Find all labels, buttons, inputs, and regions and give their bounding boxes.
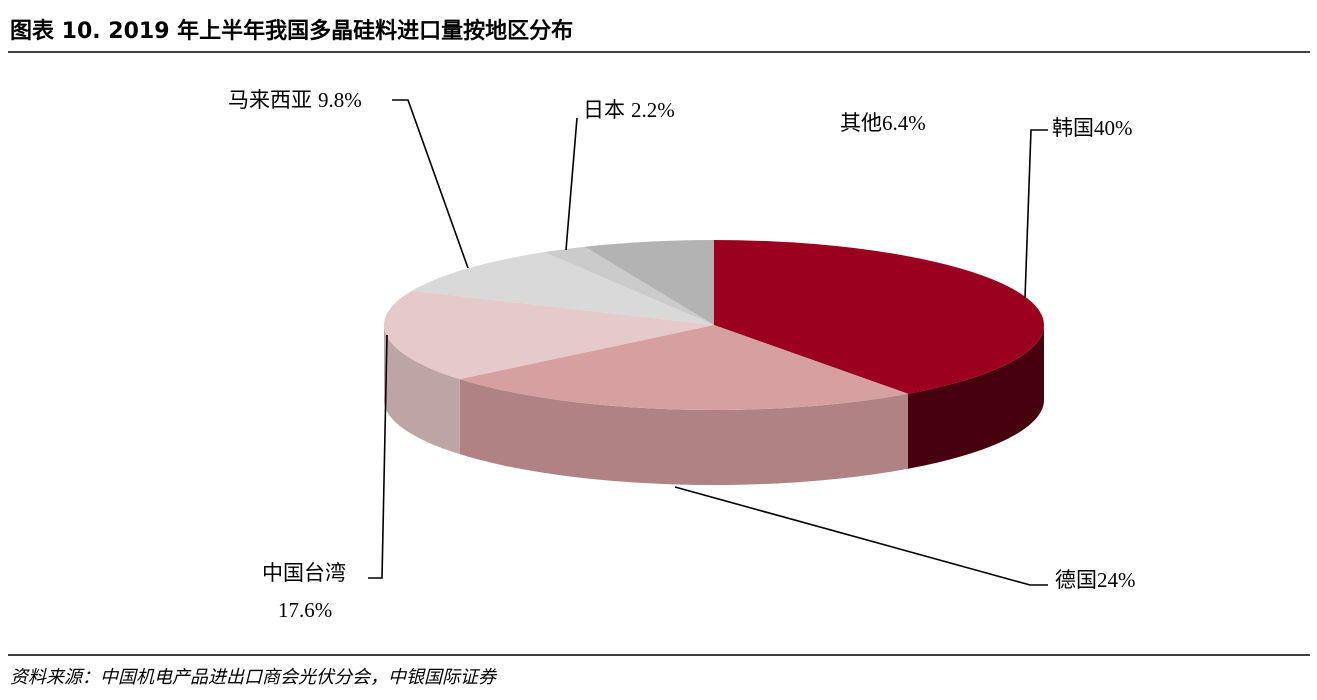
chart-title: 图表 10. 2019 年上半年我国多晶硅料进口量按地区分布 — [10, 18, 573, 44]
slice — [383, 290, 714, 380]
category-label: 中国台湾 — [262, 561, 346, 585]
category-label: 韩国 — [1052, 116, 1094, 140]
slice — [714, 240, 1044, 394]
slice-side — [384, 325, 460, 455]
leader-line — [565, 117, 578, 251]
slice — [459, 325, 908, 411]
category-label: 日本 — [583, 98, 625, 122]
data-label: 德国24% — [1055, 568, 1136, 592]
value-label: 2.2% — [631, 98, 675, 122]
slice — [411, 252, 714, 325]
slice-side — [907, 325, 1044, 469]
source-note: 资料来源：中国机电产品进出口商会光伏分会，中银国际证券 — [10, 667, 498, 688]
slice — [584, 240, 714, 325]
value-label: 6.4% — [882, 111, 926, 135]
data-label: 韩国40% — [1052, 116, 1133, 140]
leader-line — [392, 99, 469, 269]
value-label: 24% — [1097, 568, 1136, 592]
category-label: 德国 — [1055, 568, 1097, 592]
data-label: 日本 2.2% — [583, 98, 675, 122]
category-label: 马来西亚 — [228, 88, 312, 112]
value-label: 40% — [1094, 116, 1133, 140]
pie — [383, 240, 1044, 485]
value-label: 9.8% — [318, 88, 362, 112]
category-label: 其他 — [840, 111, 882, 135]
slice-side — [459, 379, 908, 485]
labels: 韩国40% 德国24% 中国台湾 17.6% 马来西亚 9.8% 日本 2.2% 其他6.4% — [228, 88, 1136, 622]
value-label: 17.6% — [278, 598, 332, 622]
leader-line — [674, 486, 1048, 586]
data-label: 中国台湾 — [262, 561, 346, 585]
leader-line — [368, 334, 388, 579]
leader-line — [1024, 129, 1048, 299]
data-label: 其他6.4% — [840, 111, 926, 135]
data-label: 马来西亚 9.8% — [228, 88, 362, 112]
slice — [544, 246, 714, 325]
